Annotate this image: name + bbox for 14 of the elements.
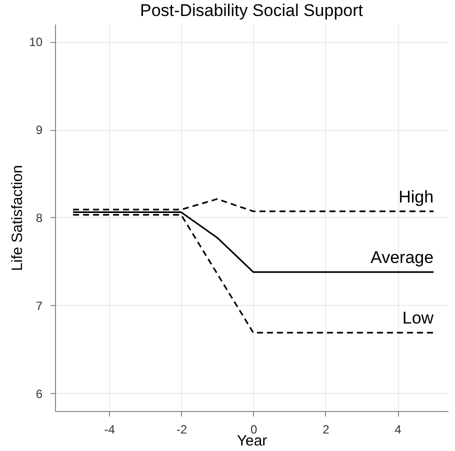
series-label: Low bbox=[402, 308, 434, 328]
x-tick-label: -4 bbox=[104, 422, 116, 436]
y-tick-label: 6 bbox=[36, 386, 43, 401]
y-tick-label: 10 bbox=[29, 35, 43, 50]
series-label: Average bbox=[370, 248, 434, 268]
series-label: High bbox=[398, 187, 434, 206]
x-tick-label: -2 bbox=[176, 422, 188, 436]
y-tick-label: 9 bbox=[36, 123, 43, 138]
y-tick-label: 8 bbox=[36, 211, 43, 225]
y-axis-title: Life Satisfaction bbox=[9, 165, 26, 271]
y-tick-label: 7 bbox=[36, 298, 43, 313]
x-tick-label: 4 bbox=[394, 422, 402, 436]
chart-title: Post-Disability Social Support bbox=[140, 1, 364, 20]
x-tick-label: 2 bbox=[322, 422, 330, 436]
